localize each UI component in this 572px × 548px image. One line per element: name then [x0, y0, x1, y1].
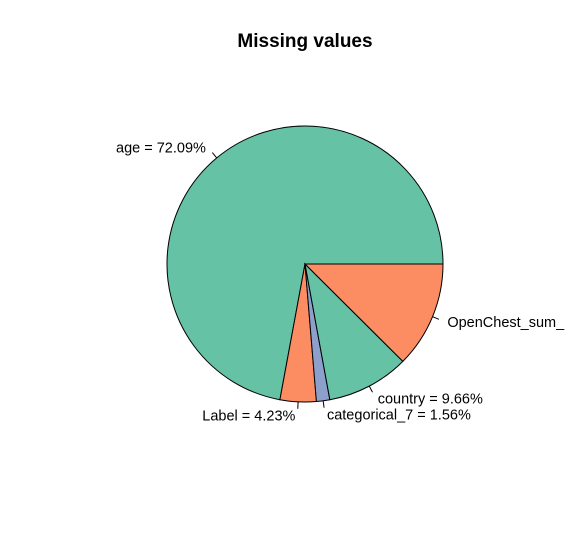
leader-lines: [211, 152, 440, 409]
slice-labels: age = 72.09% Label = 4.23% categorical_7 =…: [116, 140, 565, 424]
slice-label: OpenChest_sum_: [447, 315, 565, 331]
chart-title: Missing values: [237, 31, 372, 52]
leader-line: [322, 400, 325, 408]
leader-line: [368, 385, 373, 393]
leader-line: [211, 152, 218, 159]
slice-label: country = 9.66%: [378, 391, 483, 407]
slice-label: Label = 4.23%: [202, 409, 295, 425]
pie-slice: [304, 262, 404, 401]
slice-label: age = 72.09%: [116, 140, 206, 156]
slice-label: categorical_7 = 1.56%: [327, 407, 471, 423]
pie-slices: [166, 125, 444, 403]
leader-line: [432, 316, 440, 320]
